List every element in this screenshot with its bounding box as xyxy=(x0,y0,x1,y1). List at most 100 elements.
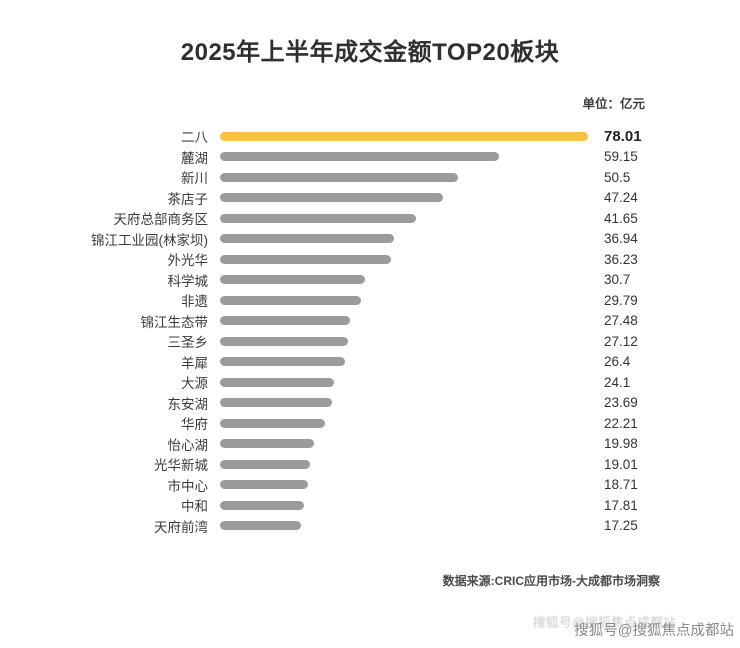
category-label: 科学城 xyxy=(167,273,209,289)
value-label: 19.98 xyxy=(604,436,638,452)
bar-track xyxy=(220,480,588,490)
bar xyxy=(220,521,302,531)
bar-track xyxy=(220,234,588,244)
category-label: 茶店子 xyxy=(167,191,209,207)
value-label: 26.4 xyxy=(604,354,631,370)
value-label: 36.23 xyxy=(604,251,638,267)
bar xyxy=(220,254,391,264)
bar-track xyxy=(220,418,588,428)
bar xyxy=(220,213,417,223)
chart-row: 麓湖 59.15 xyxy=(30,147,740,168)
bar xyxy=(220,172,459,182)
category-label: 大源 xyxy=(181,376,208,392)
bar xyxy=(220,193,443,203)
value-label: 50.5 xyxy=(604,169,631,185)
bar-track xyxy=(220,398,588,408)
chart-row: 二八 78.01 xyxy=(30,126,740,147)
bar-track xyxy=(220,459,588,469)
bar xyxy=(220,418,325,428)
category-label: 锦江生态带 xyxy=(140,314,209,330)
bar xyxy=(220,152,500,162)
bar xyxy=(220,459,310,469)
bar xyxy=(220,234,395,244)
bar-track xyxy=(220,172,588,182)
bar-track xyxy=(220,152,588,162)
category-label: 外光华 xyxy=(167,253,209,269)
category-label: 三圣乡 xyxy=(167,335,209,351)
category-label: 二八 xyxy=(181,130,208,146)
data-source-label: 数据来源:CRIC应用市场-大成都市场洞察 xyxy=(442,574,660,588)
value-label: 22.21 xyxy=(604,415,638,431)
bar xyxy=(220,295,361,305)
bar-track xyxy=(220,295,588,305)
bar xyxy=(220,377,334,387)
chart-row: 新川 50.5 xyxy=(30,167,740,188)
value-label: 36.94 xyxy=(604,231,638,247)
value-label: 18.71 xyxy=(604,477,638,493)
value-label: 30.7 xyxy=(604,272,631,288)
category-label: 光华新城 xyxy=(154,458,208,474)
category-label: 锦江工业园(林家坝) xyxy=(91,232,208,248)
bar-track xyxy=(220,131,588,141)
bar-track xyxy=(220,275,588,285)
bar xyxy=(220,500,304,510)
chart-row: 光华新城 19.01 xyxy=(30,454,740,475)
value-label: 59.15 xyxy=(604,149,638,165)
value-label: 24.1 xyxy=(604,374,631,390)
chart-row: 大源 24.1 xyxy=(30,372,740,393)
value-label: 41.65 xyxy=(604,210,638,226)
bar-track xyxy=(220,254,588,264)
bar-track xyxy=(220,521,588,531)
bar xyxy=(220,336,348,346)
value-label: 47.24 xyxy=(604,190,638,206)
category-label: 华府 xyxy=(181,417,208,433)
value-label: 23.69 xyxy=(604,395,638,411)
bar xyxy=(220,275,365,285)
chart-row: 科学城 30.7 xyxy=(30,270,740,291)
chart-row: 三圣乡 27.12 xyxy=(30,331,740,352)
value-label: 27.48 xyxy=(604,313,638,329)
watermark-text: 搜狐号@搜狐焦点成都站 xyxy=(574,623,734,639)
chart-row: 怡心湖 19.98 xyxy=(30,434,740,455)
chart-row: 茶店子 47.24 xyxy=(30,188,740,209)
bar-track xyxy=(220,357,588,367)
bar-track xyxy=(220,193,588,203)
chart-title: 2025年上半年成交金额TOP20板块 xyxy=(180,39,560,66)
bar xyxy=(220,439,315,449)
chart-row: 华府 22.21 xyxy=(30,413,740,434)
chart-rows: 二八 78.01 麓湖 59.15 新川 50.5 茶店子 47.24 天府总部商务区 41.65… xyxy=(0,126,740,536)
chart-row: 东安湖 23.69 xyxy=(30,393,740,414)
chart-row: 非遗 29.79 xyxy=(30,290,740,311)
category-label: 天府总部商务区 xyxy=(113,212,209,228)
bar-track xyxy=(220,336,588,346)
value-label: 29.79 xyxy=(604,292,638,308)
value-label: 17.25 xyxy=(604,518,638,534)
bar xyxy=(220,131,588,141)
bar xyxy=(220,398,332,408)
category-label: 麓湖 xyxy=(181,150,208,166)
watermark-ghost-text: 搜狐号@搜狐焦点成都站 xyxy=(532,615,676,630)
category-label: 怡心湖 xyxy=(167,437,209,453)
value-label: 27.12 xyxy=(604,333,638,349)
category-label: 新川 xyxy=(181,171,208,187)
value-label: 19.01 xyxy=(604,456,638,472)
value-label: 17.81 xyxy=(604,497,638,513)
unit-label: 单位：亿元 xyxy=(582,97,645,111)
chart-row: 市中心 18.71 xyxy=(30,475,740,496)
category-label: 市中心 xyxy=(167,478,209,494)
bar-track xyxy=(220,213,588,223)
watermark: 搜狐号@搜狐焦点成都站 搜狐号@搜狐焦点成都站 xyxy=(533,615,734,640)
bar-track xyxy=(220,439,588,449)
chart-row: 锦江工业园(林家坝) 36.94 xyxy=(30,229,740,250)
category-label: 羊犀 xyxy=(181,355,208,371)
category-label: 非遗 xyxy=(181,294,208,310)
chart-row: 羊犀 26.4 xyxy=(30,352,740,373)
chart-row: 中和 17.81 xyxy=(30,495,740,516)
bar-track xyxy=(220,316,588,326)
category-label: 天府前湾 xyxy=(154,519,208,535)
bar xyxy=(220,357,345,367)
bar xyxy=(220,316,350,326)
chart-row: 天府总部商务区 41.65 xyxy=(30,208,740,229)
bar-track xyxy=(220,500,588,510)
